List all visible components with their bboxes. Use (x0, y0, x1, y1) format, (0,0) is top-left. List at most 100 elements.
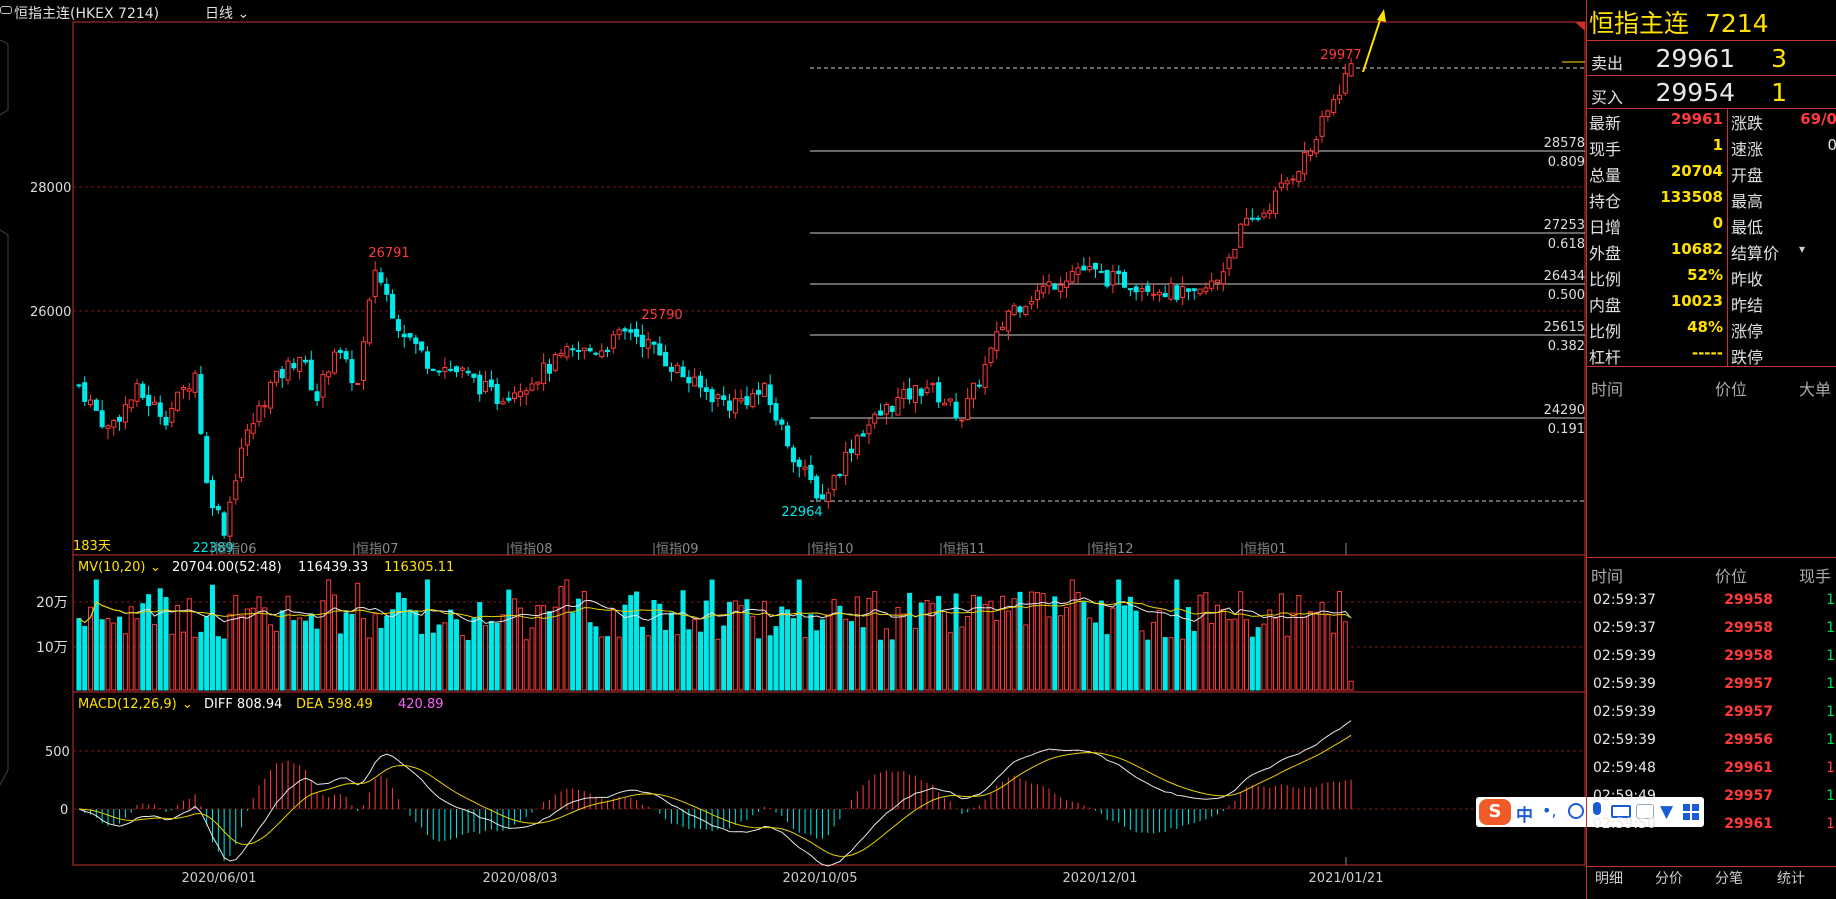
chevron-down-icon[interactable]: ⌄ (150, 560, 161, 575)
keyboard-icon[interactable] (1611, 805, 1631, 818)
stat-label: 涨停 (1731, 322, 1764, 341)
chart-area[interactable]: 28000 26000 28578 0.809 27253 0.618 2643… (0, 0, 1586, 899)
candle (180, 387, 187, 390)
candle (366, 299, 372, 344)
chevron-down-icon[interactable]: ▾ (1799, 242, 1806, 256)
candle (256, 405, 262, 423)
volume-bar (697, 631, 704, 691)
dea-line (78, 734, 1352, 857)
candle (831, 474, 837, 491)
stat-label[interactable]: 结算价 (1731, 244, 1780, 263)
candle (483, 380, 489, 393)
trend-arrow (1362, 13, 1383, 73)
ask-row: 卖出 29961 3 (1587, 44, 1836, 80)
candle (1058, 284, 1064, 292)
emoji-icon[interactable] (1568, 803, 1584, 819)
candle (715, 394, 721, 399)
ime-toolbar[interactable]: S 中 •, ▼ (1476, 797, 1704, 827)
tick-price: 29958 (1724, 592, 1773, 608)
candle (860, 433, 866, 437)
volume-bar (1069, 579, 1075, 691)
volume-bar (761, 600, 767, 691)
volume-bar (233, 595, 239, 691)
skin-icon[interactable] (1636, 804, 1654, 819)
volume-bar (808, 614, 814, 691)
x-date: 2020/10/05 (783, 871, 858, 886)
volume-bar (610, 608, 616, 691)
volume-bar (1017, 591, 1023, 691)
volume-bar (1145, 639, 1151, 691)
tab-ticks[interactable]: 分笔 (1715, 871, 1743, 887)
stat-label: 最高 (1731, 192, 1764, 211)
candle (703, 387, 709, 392)
candle (297, 356, 303, 372)
volume-bar (337, 633, 343, 691)
y-tick-macd-0: 0 (60, 803, 68, 818)
period-selector[interactable]: 日线 ⌄ (205, 3, 249, 23)
candle (308, 359, 314, 391)
candle (901, 388, 907, 399)
volume-bar (320, 600, 326, 691)
tick-price: 29957 (1724, 788, 1773, 804)
candle (436, 370, 442, 373)
candle (779, 419, 785, 425)
stat-value: 133508 (1660, 188, 1723, 206)
volume-indicator-title[interactable]: MV(10,20) (78, 560, 145, 575)
grid-menu-icon[interactable] (1683, 804, 1699, 820)
volume-bar (848, 621, 855, 691)
ime-mode-label[interactable]: 中 (1516, 806, 1533, 826)
candle (209, 480, 216, 509)
macd-indicator-title[interactable]: MACD(12,26,9) (78, 697, 177, 712)
stat-label: 比例 (1589, 270, 1622, 289)
stat-value: ----- (1691, 344, 1723, 362)
candle (767, 384, 773, 406)
volume-bar (721, 625, 727, 691)
volume-bar (988, 600, 994, 691)
left-frame-deco (0, 39, 9, 116)
candle (1284, 180, 1290, 185)
candle (1290, 178, 1296, 181)
candle (390, 293, 396, 319)
volume-bar (872, 591, 878, 691)
candle (750, 393, 756, 408)
candle (587, 348, 593, 352)
candle (564, 346, 570, 358)
candle (122, 404, 128, 423)
volume-bar (663, 629, 669, 691)
candle (419, 341, 425, 351)
volume-bar (965, 616, 971, 691)
candle (326, 371, 332, 378)
volume-bar (465, 639, 471, 691)
volume-bar (262, 607, 268, 691)
col-size: 现手 (1799, 567, 1832, 586)
tab-stats[interactable]: 统计 (1777, 871, 1805, 887)
candle (1336, 94, 1343, 100)
tick-size: 1 (1826, 732, 1835, 748)
chevron-down-icon[interactable]: ⌄ (182, 697, 193, 712)
corner-mark (1575, 22, 1585, 31)
tab-price-dist[interactable]: 分价 (1655, 871, 1683, 887)
tick-time: 02:59:37 (1593, 592, 1656, 608)
volume-bar (1029, 591, 1035, 691)
shirt-icon[interactable]: ▼ (1660, 802, 1674, 822)
volume-bar (256, 596, 262, 691)
ask-price: 29961 (1655, 44, 1735, 73)
volume-bar (291, 620, 297, 691)
candle (744, 396, 750, 406)
volume-bar (1284, 635, 1290, 691)
candle (848, 448, 855, 454)
tick-price: 29956 (1724, 732, 1773, 748)
tab-detail[interactable]: 明细 (1595, 871, 1623, 887)
link-icon (0, 6, 12, 14)
punctuation-icon[interactable]: •, (1542, 801, 1557, 820)
volume-bar (1075, 592, 1081, 691)
candle (1342, 73, 1348, 94)
stat-value: 10682 (1670, 240, 1723, 258)
candle (87, 399, 94, 406)
candle (541, 362, 547, 385)
candle (895, 396, 901, 416)
fib-price-0500: 26434 (1544, 269, 1585, 284)
microphone-icon[interactable] (1593, 802, 1601, 815)
candle (1029, 301, 1035, 305)
candle (268, 381, 274, 409)
